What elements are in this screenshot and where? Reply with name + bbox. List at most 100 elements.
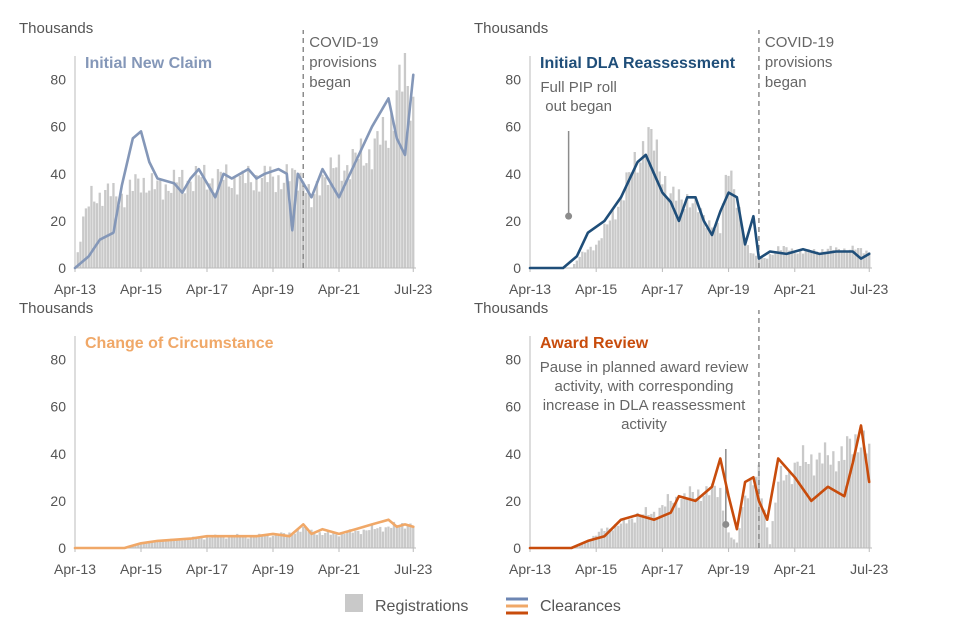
legend-registrations-label: Registrations — [375, 598, 468, 615]
panel-3-registration-bar — [181, 540, 184, 548]
panel-2-registration-bar — [854, 249, 857, 268]
panel-3-registration-bar — [296, 529, 299, 548]
panel-1-registration-bar — [307, 184, 310, 268]
panel-2-registration-bar — [807, 249, 810, 268]
panel-3-registration-bar — [412, 526, 415, 548]
panel-4-registration-bar — [641, 514, 645, 548]
panel-3-registration-bar — [370, 525, 374, 548]
panel-3-registration-bar — [164, 541, 167, 548]
panel-1-registration-bar — [200, 177, 203, 268]
panel-1-registration-bar — [277, 175, 280, 268]
panel-3-registration-bar — [368, 530, 371, 548]
panel-1-registration-bar — [412, 96, 415, 268]
panel-4-registration-bar — [661, 505, 664, 548]
panel-3-registration-bar — [329, 534, 332, 548]
panel-4-y-tick-label: 40 — [505, 446, 521, 462]
panel-4-registration-bar — [840, 446, 843, 548]
panel-1-registration-bar — [304, 192, 308, 268]
panel-2-registration-bar — [768, 254, 772, 268]
panel-3-registration-bar — [304, 527, 308, 548]
panel-2-registration-bar — [633, 152, 636, 268]
panel-1-registration-bar — [95, 203, 99, 268]
panel-4-registration-bar — [650, 513, 653, 548]
panel-3-registration-bar — [186, 539, 189, 548]
panel-4-registration-bar — [655, 518, 658, 548]
panel-3-registration-bar — [406, 525, 409, 548]
panel-1-registration-bar — [263, 165, 266, 268]
panel-1-registration-bar — [403, 53, 407, 268]
panel-3-registration-bar — [236, 533, 239, 548]
panel-4-registration-bar — [788, 469, 791, 548]
panel-3-registration-bar — [153, 540, 156, 548]
panel-4-registration-bar — [801, 445, 805, 548]
panel-3-registration-bar — [156, 541, 159, 548]
panel-3-registration-bar — [362, 529, 365, 548]
panel-4-units-label: Thousands — [474, 300, 548, 317]
panel-1-registration-bar — [274, 192, 277, 268]
panel-3-registration-bar — [365, 530, 368, 548]
panel-1-y-tick-label: 60 — [50, 119, 66, 135]
panel-1-registration-bar — [329, 157, 332, 268]
panel-1-registration-bar — [93, 201, 96, 268]
panel-2-registration-bar — [666, 198, 669, 268]
panel-2-x-tick-label: Apr-13 — [509, 281, 551, 297]
panel-2-registration-bar — [771, 254, 774, 268]
panel-4-registration-bar — [818, 452, 821, 548]
panel-1-registration-bar — [159, 180, 162, 268]
panel-3-registration-bar — [280, 532, 283, 548]
panel-1-registration-bar — [186, 180, 189, 268]
panel-1-registration-bar — [398, 64, 401, 268]
panel-2-registration-bar — [595, 244, 598, 268]
panel-2-registration-bar — [573, 264, 576, 268]
panel-1-registration-bar — [258, 191, 261, 268]
panel-4-callout-dot — [722, 520, 730, 528]
panel-3-registration-bar — [277, 535, 280, 548]
panel-1-registration-bar — [238, 175, 242, 268]
panel-4-registration-bar — [741, 506, 744, 548]
panel-3-registration-bar — [161, 540, 165, 548]
panel-4-registration-bar — [686, 499, 689, 548]
panel-2-covid-annotation-line: began — [765, 74, 807, 91]
panel-1-registration-bar — [387, 147, 390, 268]
panel-2-registration-bar — [611, 210, 614, 268]
panel-1-registration-bar — [247, 165, 250, 268]
panel-1-registration-bar — [337, 154, 341, 268]
panel-3-registration-bar — [137, 544, 140, 548]
panel-2-registration-bar — [664, 176, 667, 268]
panel-3-registration-bar — [269, 537, 272, 548]
panel-1-registration-bar — [351, 149, 354, 268]
panel-1-registration-bar — [406, 86, 409, 268]
panel-4-registration-bar — [578, 544, 581, 548]
panel-2-registration-bar — [652, 150, 656, 268]
panel-1-registration-bar — [161, 199, 165, 268]
panel-2-registration-bar — [658, 171, 661, 268]
panel-4-registration-bar — [666, 494, 669, 548]
panel-1-registration-bar — [310, 207, 313, 268]
panel-3-registration-bar — [183, 538, 187, 548]
panel-3-registration-bar — [348, 529, 352, 548]
panel-1-registration-bar — [280, 189, 283, 268]
panel-1-registration-bar — [343, 170, 346, 268]
panel-4-registration-bar — [713, 485, 716, 548]
panel-3-registration-bar — [392, 521, 396, 548]
panel-1-registration-bar — [271, 176, 275, 268]
panel-4-registration-bar — [771, 521, 774, 548]
panel-1-registration-bar — [230, 188, 233, 268]
panel-2-registration-bar — [846, 250, 849, 268]
panel-4-registration-bar — [807, 464, 810, 548]
panel-3-registration-bar — [340, 532, 343, 548]
panel-2-registration-bar — [641, 141, 645, 268]
panel-2-registration-bar — [766, 258, 769, 268]
panel-3-registration-bar — [260, 535, 264, 548]
panel-4-registration-bar — [804, 462, 807, 548]
panel-3-registration-bar — [373, 529, 376, 548]
panel-2-registration-bar — [868, 252, 871, 268]
panel-1-registration-bar — [252, 190, 255, 268]
panel-1-registration-bar — [137, 178, 140, 268]
panel-1-registration-bar — [326, 185, 330, 268]
panel-1-registration-bar — [87, 206, 90, 268]
panel-4-registration-bar — [630, 518, 634, 548]
panel-2-registration-bar — [796, 253, 799, 268]
panel-3-registration-bar — [326, 531, 330, 548]
panel-1-registration-bar — [98, 192, 101, 268]
